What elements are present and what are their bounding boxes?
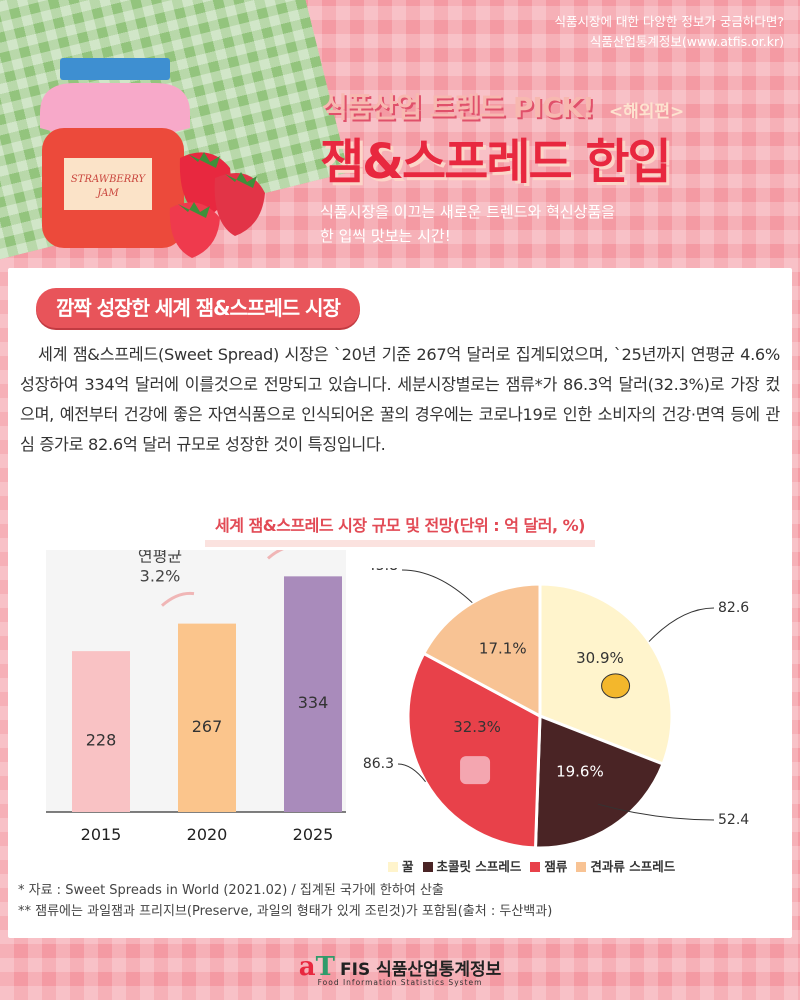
legend-label: 견과류 스프레드	[590, 859, 676, 874]
bar-2015	[72, 651, 130, 812]
legend-swatch	[422, 862, 433, 872]
content-card: 깜짝 성장한 세계 잼&스프레드 시장 세계 잼&스프레드(Sweet Spre…	[8, 268, 792, 938]
trend-pick-sub: <해외편>	[608, 102, 685, 122]
chart-title: 세계 잼&스프레드 시장 규모 및 전망(단위 : 억 달러, %)	[205, 512, 595, 547]
chart-title-wrap: 세계 잼&스프레드 시장 규모 및 전망(단위 : 억 달러, %)	[8, 512, 792, 547]
pie-value-label: 82.6	[718, 600, 749, 616]
pie-percent-label: 17.1%	[479, 640, 527, 658]
pie-percent-label: 19.6%	[556, 763, 604, 781]
main-title: 잼&스프레드 한입	[320, 134, 672, 190]
pie-slice-1	[533, 713, 665, 850]
header-info-line1: 식품시장에 대한 다양한 정보가 궁금하다면?	[554, 14, 784, 29]
bar-2025	[284, 576, 342, 812]
pie-slice-0	[538, 582, 674, 766]
legend-item: 견과류 스프레드	[576, 856, 675, 875]
pie-value-label: 52.4	[718, 812, 749, 828]
header-info-line2[interactable]: 식품산업통계정보(www.atfis.or.kr)	[589, 34, 784, 49]
subtitle-line1: 식품시장을 이끄는 새로운 트렌드와 혁신상품을	[320, 203, 616, 221]
pie-slice-3	[421, 582, 542, 719]
section-heading: 깜짝 성장한 세계 잼&스프레드 시장	[36, 288, 360, 328]
x-tick-label: 2020	[187, 825, 228, 844]
trend-pick-line: 식품산업 트렌드 PICK! <해외편>	[322, 86, 684, 126]
legend-label: 잼류	[544, 859, 568, 874]
pie-value-label: 86.3	[363, 756, 394, 772]
x-tick-label: 2015	[81, 825, 122, 844]
fis-logo-english: Food Information Statistics System	[317, 978, 483, 987]
legend-label: 꿀	[402, 859, 414, 874]
legend-item: 잼류	[530, 856, 567, 875]
trend-pick-title: 식품산업 트렌드 PICK!	[322, 91, 595, 124]
pie-leader-line	[401, 569, 473, 604]
legend-item: 초콜릿 스프레드	[422, 856, 522, 875]
at-logo-t: T	[315, 952, 335, 982]
growth-arrow-icon	[161, 591, 195, 607]
bar-2020	[178, 623, 236, 812]
pie-percent-label: 30.9%	[576, 649, 624, 667]
pie-value-label: 45.8	[367, 568, 398, 574]
strawberry-icon	[214, 172, 265, 236]
legend-swatch	[388, 862, 398, 872]
x-tick-label: 2025	[293, 825, 334, 844]
legend-swatch	[576, 862, 587, 872]
jar-label	[64, 158, 152, 210]
pie-chart: 30.9% 19.6% 32.3% 17.1% 82.6 52.4 86.3 45.8	[363, 568, 749, 850]
pie-legend: 꿀 초콜릿 스프레드 잼류 견과류 스프레드	[388, 856, 684, 875]
jar-lid-cloth	[40, 83, 190, 139]
subtitle: 식품시장을 이끄는 새로운 트렌드와 혁신상품을 한 입씩 맛보는 시간!	[320, 200, 615, 248]
jar-label-line1: STRAWBERRY	[71, 174, 147, 185]
growth-annotation-label: 연평균	[138, 550, 182, 566]
pie-percent-label: 32.3%	[453, 718, 501, 736]
footnote-2: ** 잼류에는 과일잼과 프리지브(Preserve, 과일의 형태가 있게 조…	[18, 904, 553, 919]
subtitle-line2: 한 입씩 맛보는 시간!	[320, 227, 451, 245]
bar-value-label: 334	[298, 693, 329, 712]
strawberry-icon	[169, 202, 220, 258]
bar-value-label: 228	[86, 731, 117, 750]
footnotes: * 자료 : Sweet Spreads in World (2021.02) …	[18, 880, 552, 922]
pie-leader-line	[597, 803, 715, 821]
header-info: 식품시장에 대한 다양한 정보가 궁금하다면? 식품산업통계정보(www.atf…	[554, 12, 784, 52]
footnote-1: * 자료 : Sweet Spreads in World (2021.02) …	[18, 883, 444, 898]
legend-item: 꿀	[388, 856, 414, 875]
pie-leader-line	[648, 607, 715, 642]
growth-arrow-icon	[267, 550, 284, 560]
jar-lid-ribbon	[60, 58, 170, 80]
strawberry-jam-illustration: STRAWBERRY JAM	[40, 58, 265, 258]
at-logo: aT	[299, 952, 335, 982]
growth-annotation-value: 3.2%	[140, 567, 181, 586]
bee-icon	[601, 673, 631, 699]
jar-label-line2: JAM	[95, 188, 119, 199]
at-logo-a: a	[298, 952, 316, 982]
legend-label: 초콜릿 스프레드	[436, 859, 522, 874]
body-text: 세계 잼&스프레드(Sweet Spread) 시장은 `20년 기준 267억…	[20, 345, 780, 454]
bar-value-label: 267	[192, 717, 223, 736]
pie-leader-line	[397, 763, 426, 783]
footer-logo: aT FIS 식품산업통계정보 Food Information Statist…	[0, 952, 800, 987]
legend-swatch	[530, 862, 541, 872]
fis-logo-text: FIS 식품산업통계정보	[340, 960, 502, 980]
jam-jar-icon	[460, 756, 491, 785]
